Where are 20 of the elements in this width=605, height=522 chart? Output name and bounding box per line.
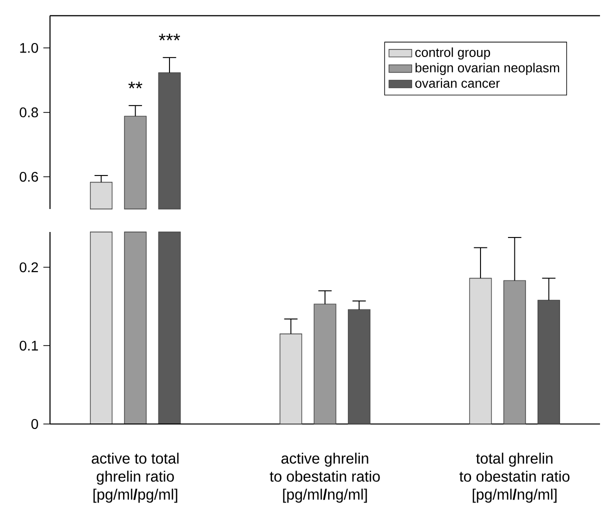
bar (314, 304, 336, 424)
y-tick-label: 0 (31, 419, 38, 429)
annotation: *** (158, 34, 180, 40)
bar (503, 280, 526, 424)
bar (538, 300, 560, 424)
y-tick-label: 0.6 (20, 172, 38, 182)
bar (280, 334, 302, 424)
annotation: ** (128, 82, 142, 88)
legend-label: ovarian cancer (415, 78, 500, 88)
x-tick-label: active ghrelin to obestatin ratio [pg/ml/ng/ml] (270, 452, 380, 503)
y-tick-label: 0.8 (20, 107, 38, 118)
x-tick-label: active to total ghrelin ratio [pg/ml/pg/ml] (92, 452, 179, 503)
x-tick-label: total ghrelin to obestatin ratio [pg/ml/ng/ml] (459, 452, 570, 503)
legend-label: benign ovarian neoplasm (416, 62, 560, 75)
y-tick-label: 0.2 (20, 262, 38, 272)
legend-label: control group (415, 47, 490, 60)
y-tick-label: 1.0 (20, 42, 38, 53)
y-tick-label: 0.1 (20, 340, 38, 351)
bar (348, 309, 370, 424)
bar (469, 278, 492, 424)
